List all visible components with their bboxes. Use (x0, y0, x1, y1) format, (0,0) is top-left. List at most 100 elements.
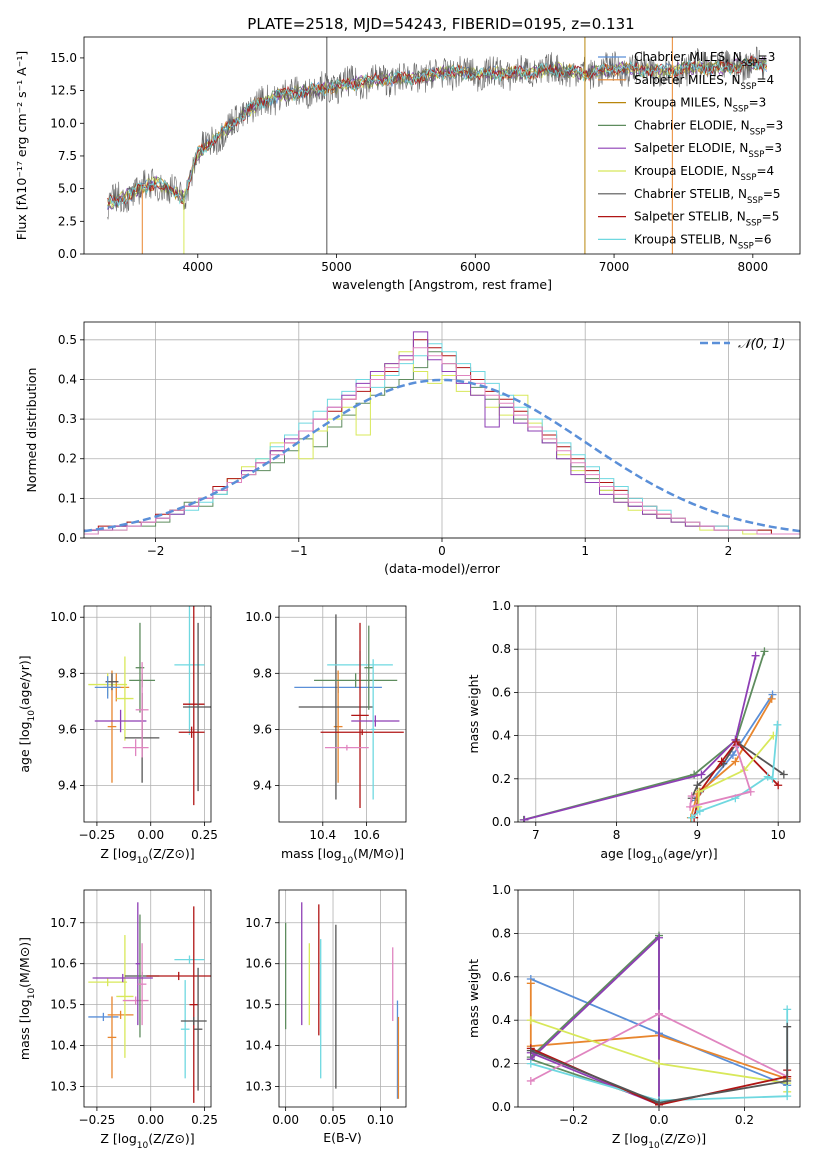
x-tick-label: −0.25 (79, 828, 116, 842)
weight-marker (783, 1092, 792, 1101)
y-tick-label: 9.4 (253, 779, 272, 793)
y-tick-label: 10.4 (245, 1039, 272, 1053)
y-tick-label: 10.0 (50, 610, 77, 624)
x-tick-label: 8 (613, 828, 621, 842)
y-axis-label: Normed distribution (24, 368, 39, 493)
x-tick-label: 7 (532, 828, 540, 842)
x-tick-label: 5000 (321, 260, 352, 274)
x-axis-label: age [log10(age/yr)] (600, 846, 717, 866)
legend-entry: Salpeter MILES, NSSP=4 (634, 73, 774, 92)
x-tick-label: 0.00 (272, 1113, 299, 1127)
x-axis-label-sub: 10 (342, 856, 354, 866)
axes-frame-age_vs_z (83, 605, 212, 823)
x-axis-label-sub: 10 (652, 856, 664, 866)
weight-marker (655, 1059, 663, 1068)
x-tick-label: 9 (694, 828, 702, 842)
legend-entry-sub: SSP (733, 105, 749, 115)
weight-marker (751, 651, 760, 660)
y-tick-label: 7.5 (58, 149, 77, 163)
y-axis-label-main: age [log (17, 721, 32, 772)
weight-marker (686, 802, 695, 811)
y-axis-label-end: (age/yr)] (17, 655, 32, 710)
weight-marker (783, 1005, 792, 1014)
legend-entry-main: Salpeter STELIB, N (634, 210, 746, 224)
legend-entry-end: =3 (766, 118, 784, 132)
weight-marker (695, 807, 704, 816)
figure-title: PLATE=2518, MJD=54243, FIBERID=0195, z=0… (247, 15, 634, 33)
legend-entry-main: Salpeter ELODIE, N (634, 141, 748, 155)
plot-area-age_vs_z (88, 606, 211, 806)
y-tick-label: 10.5 (245, 998, 272, 1012)
weight-marker (779, 770, 788, 779)
x-axis-label: (data-model)/error (384, 561, 501, 576)
legend-entry-sub: SSP (750, 127, 766, 137)
weight-marker (526, 979, 535, 988)
legend-entry-main: Kroupa MILES, N (634, 96, 733, 110)
x-tick-label: 0.0 (649, 1113, 668, 1127)
y-tick-label: 5.0 (58, 182, 77, 196)
chart-age_vs_z: −0.25 0.00 0.259.49.69.810.0Z [log10(Z/Z⊙)… (17, 605, 218, 866)
x-tick-label: 0.10 (367, 1113, 394, 1127)
legend-entry-main: Kroupa STELIB, N (634, 232, 738, 246)
y-tick-label: 0.0 (492, 1100, 511, 1114)
y-axis-label-sub: 10 (27, 988, 37, 1000)
legend-entry: Salpeter ELODIE, NSSP=3 (634, 141, 782, 160)
legend-entry: Chabrier STELIB, NSSP=5 (634, 187, 781, 206)
chart-spectrum: 4000 5000 6000 7000 8000 0.0 2.5 5.0 7.5 10.0 12.5… (14, 36, 801, 292)
plot-area-mass_vs_z (88, 902, 211, 1103)
legend-entry: Chabrier MILES, NSSP=3 (634, 50, 775, 69)
x-tick-label: −0.25 (79, 1113, 116, 1127)
x-axis-label: Z [log10(Z/Z⊙)] (100, 846, 194, 866)
weight-marker (746, 787, 755, 796)
weight-marker (783, 1076, 792, 1085)
x-tick-label: −0.2 (559, 1113, 588, 1127)
axes-frame-residuals (83, 321, 801, 539)
x-axis-label: mass [log10(M/M⊙)] (281, 846, 404, 866)
spectrum-series-line (107, 46, 767, 220)
legend-entry-sub: SSP (747, 196, 763, 206)
y-tick-label: 10.6 (50, 957, 77, 971)
axes-frame-mass_vs_ebv (278, 889, 407, 1108)
y-tick-label: 9.6 (253, 722, 272, 736)
y-axis-label: mass weight (466, 959, 481, 1038)
legend-entry: Kroupa ELODIE, NSSP=4 (634, 164, 774, 183)
legend-entry-sub: SSP (748, 150, 764, 160)
x-axis-label-main: Z [log (612, 1131, 648, 1146)
x-tick-label: 0.00 (137, 1113, 164, 1127)
x-axis-label-sub: 10 (137, 856, 149, 866)
plot-area-residuals (84, 331, 800, 535)
plot-area-weight_vs_age (519, 647, 788, 822)
x-tick-label: −1 (290, 544, 308, 558)
plot-area-age_vs_mass (294, 614, 404, 808)
weight-marker (697, 770, 706, 779)
y-tick-label: 10.0 (245, 610, 272, 624)
weight-marker (687, 792, 696, 801)
weight-series-line (691, 724, 779, 819)
spectrum-series-line (107, 55, 768, 206)
y-tick-label: 10.4 (50, 1039, 77, 1053)
legend-entry: Kroupa MILES, NSSP=3 (634, 96, 766, 115)
legend-entry-end: =3 (749, 96, 767, 110)
weight-marker (655, 1098, 663, 1107)
y-axis-label-sub: 10 (27, 710, 37, 722)
y-tick-label: 0.6 (492, 685, 511, 699)
weight-marker (763, 772, 772, 781)
y-tick-label: 9.8 (58, 666, 77, 680)
x-tick-label: −2 (147, 544, 165, 558)
legend-entry-end: =5 (762, 210, 780, 224)
weight-marker (731, 757, 740, 766)
weight-marker (693, 781, 702, 790)
weight-marker (520, 815, 529, 822)
weight-marker (526, 1016, 535, 1025)
legend-entry-main: Salpeter MILES, N (634, 73, 741, 87)
y-axis-label: mass [log10(M/M⊙)] (17, 937, 37, 1060)
weight-marker (728, 751, 737, 760)
legend-entry-main: Chabrier STELIB, N (634, 187, 747, 201)
weight-series-line (529, 983, 788, 1080)
x-tick-label: 0.00 (137, 828, 164, 842)
weight-marker (526, 1046, 535, 1055)
weight-marker (717, 757, 726, 766)
x-tick-label: 7000 (599, 260, 630, 274)
legend-entry-sub: SSP (741, 173, 757, 183)
